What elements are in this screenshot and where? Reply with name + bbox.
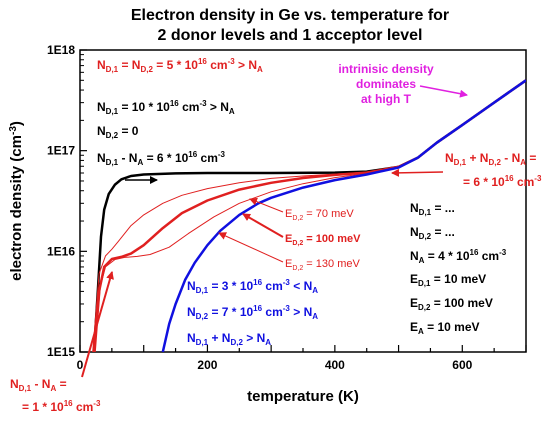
- param-ed1: ED,1 = 10 meV: [410, 272, 486, 288]
- annotation-low-2: = 1 * 1016 cm-3: [22, 399, 101, 414]
- annotation-low-1: ND,1 - NA =: [10, 377, 67, 393]
- annotation-single-donor-2: ND,2 = 0: [97, 124, 139, 140]
- arrow-sum: [391, 168, 444, 177]
- annotation-ed2-100: ED,2 = 100 meV: [285, 233, 361, 247]
- annotation-intrinsic-1: intrinisic density: [338, 62, 434, 76]
- x-tick-label: 600: [452, 358, 472, 372]
- y-axis-label: electron density (cm-3): [8, 121, 25, 281]
- chart-title: Electron density in Ge vs. temperature f…: [131, 7, 449, 24]
- x-tick-label: 200: [197, 358, 217, 372]
- param-nd2: ND,2 = ...: [410, 225, 455, 241]
- chart-subtitle: 2 donor levels and 1 acceptor level: [158, 27, 423, 44]
- x-tick-label: 0: [77, 358, 84, 372]
- x-tick-label: 400: [325, 358, 345, 372]
- annotation-intrinsic-2: dominates: [356, 77, 416, 91]
- arrow-low-temperature: [81, 271, 114, 378]
- annotation-compensated-1: ND,1 = 3 * 1016 cm-3 < NA: [187, 278, 318, 295]
- y-tick-label: 1E18: [47, 43, 75, 57]
- param-ed2: ED,2 = 100 meV: [410, 296, 493, 312]
- annotation-sum-1: ND,1 + ND,2 - NA =: [445, 151, 536, 167]
- y-axis-label-exp: -3: [8, 126, 19, 135]
- param-na: NA = 4 * 1016 cm-3: [410, 248, 507, 265]
- annotation-intrinsic-3: at high T: [361, 92, 412, 106]
- param-ea: EA = 10 meV: [410, 320, 480, 336]
- y-tick-label: 1E15: [47, 345, 75, 359]
- annotation-ed2-70: ED,2 = 70 meV: [285, 208, 354, 222]
- annotation-equal-donors: ND,1 = ND,2 = 5 * 1016 cm-3 > NA: [97, 57, 263, 74]
- y-axis-label-main: electron density (cm: [8, 135, 25, 281]
- arrow-ed2-100: [242, 213, 284, 238]
- axis-ticks: 0 200 400 600 1E15 1E16 1E17 1E18: [47, 43, 527, 372]
- param-nd1: ND,1 = ...: [410, 201, 455, 217]
- x-axis-label: temperature (K): [247, 388, 359, 405]
- annotation-compensated-2: ND,2 = 7 * 1016 cm-3 > NA: [187, 304, 318, 321]
- parameter-list: ND,1 = ... ND,2 = ... NA = 4 * 1016 cm-3…: [410, 201, 507, 336]
- annotation-sum-2: = 6 * 1016 cm-3: [463, 174, 542, 189]
- arrow-intrinsic: [419, 85, 468, 98]
- y-axis-label-close: ): [8, 121, 25, 126]
- annotation-single-donor-3: ND,1 - NA = 6 * 1016 cm-3: [97, 150, 226, 167]
- annotation-ed2-130: ED,2 = 130 meV: [285, 258, 360, 272]
- annotation-compensated-3: ND,1 + ND,2 > NA: [187, 331, 271, 347]
- y-tick-label: 1E16: [47, 244, 75, 258]
- arrow-ed2-70: [249, 197, 284, 213]
- series-line-compensated: [161, 79, 526, 352]
- y-tick-label: 1E17: [47, 144, 75, 158]
- arrow-ed2-130: [218, 232, 284, 263]
- annotation-single-donor-1: ND,1 = 10 * 1016 cm-3 > NA: [97, 99, 235, 116]
- data-curves: [92, 79, 526, 352]
